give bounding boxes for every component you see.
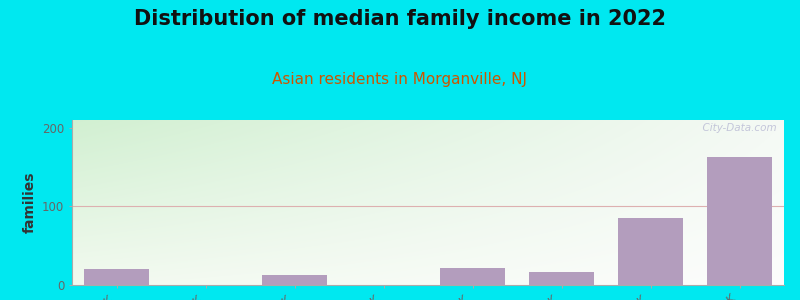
Text: City-Data.com: City-Data.com — [696, 123, 777, 133]
Bar — [441, 268, 505, 285]
Y-axis label: families: families — [22, 172, 37, 233]
Bar — [85, 269, 149, 285]
Bar — [707, 157, 771, 285]
Bar — [530, 272, 594, 285]
Text: Asian residents in Morganville, NJ: Asian residents in Morganville, NJ — [273, 72, 527, 87]
Bar — [618, 218, 682, 285]
Text: Distribution of median family income in 2022: Distribution of median family income in … — [134, 9, 666, 29]
Bar — [262, 275, 326, 285]
